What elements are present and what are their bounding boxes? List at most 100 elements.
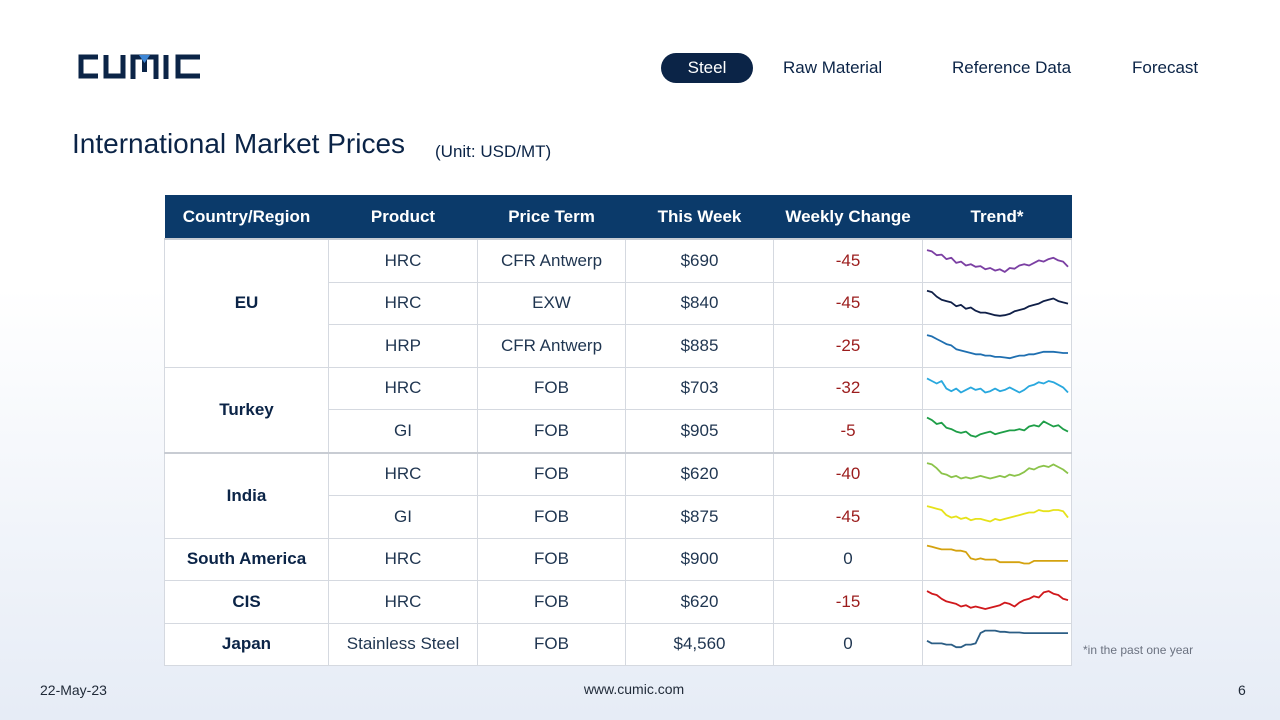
weekly-change-cell: -5 xyxy=(773,409,923,453)
price-cell: $620 xyxy=(625,580,774,624)
product-cell: HRC xyxy=(328,580,478,624)
price-cell: $703 xyxy=(625,366,774,410)
price-cell: $885 xyxy=(625,324,774,368)
weekly-change-cell: -45 xyxy=(773,495,923,539)
trend-sparkline xyxy=(922,537,1072,581)
price-term-cell: CFR Antwerp xyxy=(477,324,626,368)
page-number: 6 xyxy=(1238,682,1246,698)
sparkline-chart xyxy=(926,416,1068,438)
sparkline-chart xyxy=(926,248,1069,273)
product-cell: HRC xyxy=(328,238,478,283)
region-cell: EU xyxy=(164,238,329,368)
region-cell: CIS xyxy=(164,580,329,624)
weekly-change-cell: -45 xyxy=(773,238,923,283)
price-term-cell: FOB xyxy=(477,409,626,453)
price-term-cell: CFR Antwerp xyxy=(477,238,626,283)
weekly-change-cell: -25 xyxy=(773,324,923,368)
price-cell: $4,560 xyxy=(625,622,774,666)
prices-table: Country/Region Product Price Term This W… xyxy=(164,195,1072,666)
trend-sparkline xyxy=(922,409,1072,453)
header-product: Product xyxy=(328,195,478,239)
sparkline-chart xyxy=(926,629,1068,649)
product-cell: Stainless Steel xyxy=(328,622,478,666)
sparkline-chart xyxy=(926,290,1068,317)
table-row: HRP CFR Antwerp $885 -25 xyxy=(165,324,1072,368)
table-row: Turkey HRC FOB $703 -32 xyxy=(164,366,1072,453)
price-term-cell: FOB xyxy=(477,537,626,581)
table-row: CIS HRC FOB $620 -15 xyxy=(164,580,1072,624)
price-term-cell: FOB xyxy=(477,580,626,624)
weekly-change-cell: -45 xyxy=(773,281,923,325)
sparkline-chart xyxy=(926,462,1069,480)
sparkline-line xyxy=(926,333,1068,359)
sparkline-chart xyxy=(926,504,1069,523)
prices-table-wrapper: Country/Region Product Price Term This W… xyxy=(164,195,1072,666)
sparkline-line xyxy=(926,462,1069,480)
region-cell: India xyxy=(164,451,329,539)
product-cell: HRC xyxy=(328,281,478,325)
header-country-region: Country/Region xyxy=(164,195,329,239)
cumic-logo-mark xyxy=(78,54,200,79)
table-row: South America HRC FOB $900 0 xyxy=(164,537,1072,581)
header-price-term: Price Term xyxy=(477,195,626,239)
page-title: International Market Prices xyxy=(72,128,406,159)
nav-tab-forecast[interactable]: Forecast xyxy=(1132,58,1199,77)
region-cell: Japan xyxy=(164,622,329,666)
trend-sparkline xyxy=(922,451,1072,496)
weekly-change-cell: -15 xyxy=(773,580,923,624)
cumic-logo xyxy=(76,52,206,82)
trend-sparkline xyxy=(922,281,1072,325)
trend-sparkline xyxy=(922,622,1072,666)
sparkline-line xyxy=(926,248,1069,273)
nav-tab-raw-material[interactable]: Raw Material xyxy=(783,58,883,77)
header-weekly-change: Weekly Change xyxy=(773,195,923,239)
price-term-cell: FOB xyxy=(477,495,626,539)
product-cell: HRC xyxy=(328,537,478,581)
weekly-change-cell: 0 xyxy=(773,622,923,666)
header-trend: Trend* xyxy=(922,195,1072,239)
price-term-cell: EXW xyxy=(477,281,626,325)
table-row: GI FOB $875 -45 xyxy=(165,495,1072,539)
nav-tab-steel[interactable]: Steel xyxy=(661,53,753,83)
price-cell: $840 xyxy=(625,281,774,325)
weekly-change-cell: -32 xyxy=(773,366,923,410)
product-cell: GI xyxy=(328,409,478,453)
sparkline-chart xyxy=(926,333,1068,359)
price-cell: $905 xyxy=(625,409,774,453)
product-cell: GI xyxy=(328,495,478,539)
product-cell: HRC xyxy=(328,366,478,410)
product-cell: HRC xyxy=(328,451,478,496)
trend-sparkline xyxy=(922,324,1072,368)
trend-sparkline xyxy=(922,580,1072,624)
price-cell: $900 xyxy=(625,537,774,581)
table-row: EU HRC CFR Antwerp $690 -45 xyxy=(164,238,1072,368)
main-nav: Steel Raw Material Reference Data Foreca… xyxy=(661,53,1221,83)
sparkline-chart xyxy=(926,377,1069,394)
header-this-week: This Week xyxy=(625,195,774,239)
sparkline-line xyxy=(926,416,1068,438)
region-cell: South America xyxy=(164,537,329,581)
trend-sparkline xyxy=(922,495,1072,539)
price-cell: $690 xyxy=(625,238,774,283)
table-row: India HRC FOB $620 -40 xyxy=(164,451,1072,539)
sparkline-line xyxy=(926,629,1068,649)
product-cell: HRP xyxy=(328,324,478,368)
sparkline-chart xyxy=(926,589,1068,610)
table-header-row: Country/Region Product Price Term This W… xyxy=(164,195,1072,239)
nav-tab-reference-data[interactable]: Reference Data xyxy=(952,58,1072,77)
unit-label: (Unit: USD/MT) xyxy=(435,142,552,161)
region-cell: Turkey xyxy=(164,366,329,453)
footer-website-link[interactable]: www.cumic.com xyxy=(583,681,685,697)
sparkline-line xyxy=(926,544,1068,565)
price-cell: $620 xyxy=(625,451,774,496)
trend-footnote: *in the past one year xyxy=(1083,643,1194,657)
weekly-change-cell: -40 xyxy=(773,451,923,496)
sparkline-chart xyxy=(926,544,1068,565)
trend-sparkline xyxy=(922,238,1072,283)
table-row: HRC EXW $840 -45 xyxy=(165,281,1072,325)
price-term-cell: FOB xyxy=(477,451,626,496)
weekly-change-cell: 0 xyxy=(773,537,923,581)
trend-sparkline xyxy=(922,366,1072,410)
sparkline-line xyxy=(926,377,1069,394)
price-cell: $875 xyxy=(625,495,774,539)
